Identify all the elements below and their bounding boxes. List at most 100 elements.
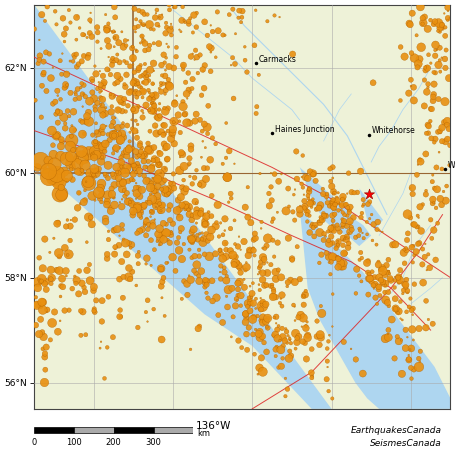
Point — [135, 23, 142, 30]
Point — [146, 146, 153, 153]
Point — [104, 66, 111, 73]
Point — [286, 336, 293, 344]
Point — [278, 170, 285, 178]
Point — [136, 186, 143, 193]
Point — [199, 239, 207, 246]
Point — [126, 163, 133, 170]
Point — [38, 298, 46, 306]
Point — [182, 110, 189, 118]
Point — [409, 326, 416, 333]
Point — [40, 69, 47, 76]
Point — [154, 237, 161, 245]
Point — [425, 316, 432, 323]
Point — [162, 188, 170, 196]
Point — [149, 222, 157, 230]
Point — [103, 26, 110, 34]
Point — [339, 193, 347, 201]
Point — [148, 163, 156, 170]
Point — [148, 99, 156, 107]
Point — [61, 168, 68, 176]
Point — [334, 197, 341, 204]
Point — [421, 76, 428, 84]
Point — [369, 237, 376, 244]
Point — [185, 117, 192, 124]
Point — [166, 239, 173, 246]
Point — [192, 110, 200, 118]
Point — [234, 292, 242, 299]
Point — [111, 28, 119, 36]
Point — [45, 157, 52, 164]
Point — [67, 19, 74, 26]
Point — [234, 286, 242, 293]
Point — [85, 118, 92, 125]
Point — [225, 286, 232, 293]
Point — [269, 292, 277, 300]
Point — [159, 201, 166, 209]
Point — [386, 275, 394, 282]
Point — [216, 247, 223, 254]
Point — [231, 261, 238, 268]
Point — [308, 374, 315, 382]
Point — [413, 171, 420, 178]
Point — [190, 225, 197, 233]
Point — [81, 288, 89, 296]
Point — [142, 309, 150, 316]
Point — [204, 130, 211, 137]
Point — [325, 240, 333, 247]
Point — [271, 314, 278, 321]
Point — [329, 212, 336, 219]
Point — [132, 79, 140, 86]
Point — [139, 152, 146, 159]
Point — [385, 326, 392, 334]
Point — [134, 127, 141, 134]
Point — [337, 257, 344, 265]
Point — [98, 297, 106, 304]
Point — [431, 185, 438, 192]
Point — [81, 31, 88, 39]
Point — [328, 199, 335, 207]
Point — [147, 237, 155, 244]
Point — [54, 328, 61, 335]
Point — [339, 242, 347, 249]
Point — [295, 314, 302, 321]
Point — [62, 25, 70, 32]
Point — [310, 200, 317, 207]
Point — [140, 203, 147, 210]
Point — [394, 309, 402, 316]
Point — [226, 147, 233, 155]
Point — [236, 264, 243, 271]
Point — [121, 37, 129, 44]
Point — [325, 338, 332, 345]
Point — [339, 201, 346, 209]
Point — [409, 184, 416, 191]
Point — [106, 204, 114, 212]
Point — [56, 57, 64, 64]
Point — [132, 16, 140, 23]
Point — [254, 312, 261, 320]
Point — [143, 215, 151, 222]
Point — [298, 173, 305, 181]
Point — [202, 175, 210, 182]
Point — [149, 96, 157, 103]
Point — [66, 160, 74, 168]
Point — [165, 76, 172, 83]
Point — [308, 203, 315, 211]
Point — [249, 280, 257, 287]
Point — [382, 335, 389, 342]
Point — [334, 199, 342, 207]
Point — [207, 231, 214, 239]
Point — [128, 241, 135, 249]
Point — [352, 290, 359, 297]
Point — [131, 68, 138, 76]
Point — [176, 26, 183, 33]
Point — [249, 331, 257, 338]
Point — [111, 245, 119, 253]
Point — [318, 251, 325, 258]
Point — [140, 88, 147, 95]
Point — [384, 330, 392, 338]
Point — [165, 43, 172, 51]
Point — [53, 132, 60, 140]
Point — [135, 7, 142, 14]
Point — [142, 260, 150, 267]
Point — [252, 305, 259, 312]
